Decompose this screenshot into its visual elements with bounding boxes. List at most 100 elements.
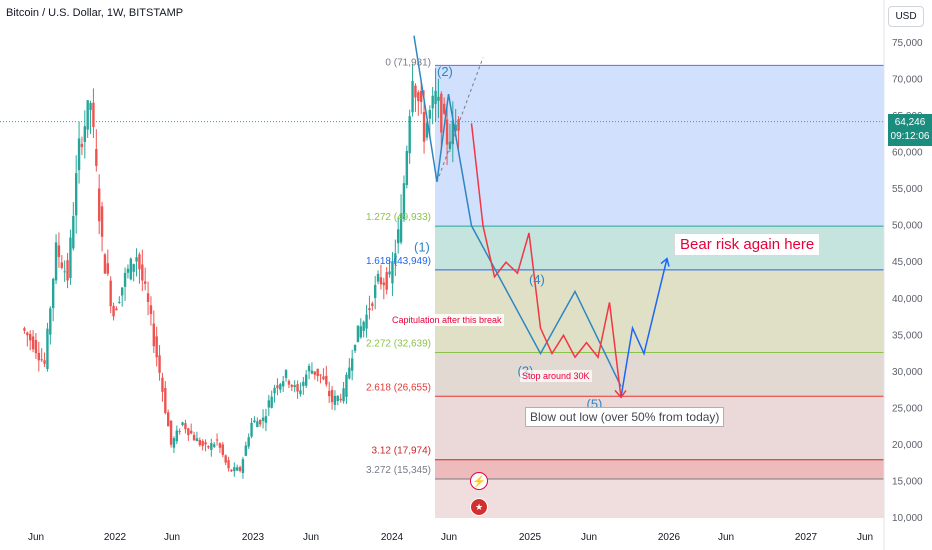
- candle-body: [379, 277, 383, 285]
- candle-body: [382, 282, 386, 286]
- x-tick-label: 2022: [104, 532, 127, 543]
- candle-body: [405, 150, 409, 185]
- candle-body: [169, 420, 173, 445]
- candle-body: [431, 95, 434, 109]
- candle-body: [267, 400, 271, 408]
- wave-label: (2): [437, 64, 453, 79]
- candle-body: [95, 149, 98, 166]
- candle-body: [359, 326, 363, 338]
- candle-body: [422, 111, 426, 142]
- last-price-tag: 64,246 09:12:06: [888, 114, 932, 146]
- x-tick-label: 2023: [242, 532, 265, 543]
- candle-body: [411, 81, 414, 113]
- candle-body: [417, 92, 420, 102]
- candle-body: [83, 126, 87, 142]
- candle-body: [40, 359, 43, 361]
- projection-arrow: [660, 257, 670, 267]
- candle-body: [299, 390, 302, 395]
- flash-icon[interactable]: ⚡: [470, 472, 488, 490]
- fib-label: 2.618 (26,655): [366, 382, 431, 393]
- candle-body: [345, 374, 348, 397]
- wave-label: (1): [414, 239, 430, 254]
- candle-body: [428, 109, 432, 119]
- candle-body: [77, 138, 81, 171]
- fib-zone: [435, 459, 884, 479]
- candle-body: [126, 268, 130, 273]
- candle-body: [166, 412, 170, 427]
- candle-body: [388, 271, 391, 275]
- candle-body: [442, 103, 446, 114]
- y-tick-label: 25,000: [892, 403, 923, 414]
- y-tick-label: 10,000: [892, 513, 923, 524]
- candle-body: [46, 328, 49, 370]
- candle-body: [445, 119, 449, 145]
- y-tick-label: 20,000: [892, 440, 923, 451]
- currency-button[interactable]: USD: [888, 6, 924, 27]
- candle-body: [353, 344, 357, 351]
- candle-body: [333, 395, 337, 405]
- wave-label: (4): [529, 272, 545, 287]
- x-tick-label: Jun: [441, 532, 457, 543]
- candle-body: [120, 287, 124, 296]
- candle-body: [207, 445, 210, 448]
- fib-zone: [435, 478, 884, 518]
- capitulation-note[interactable]: Capitulation after this break: [390, 314, 504, 326]
- x-tick-label: Jun: [28, 532, 44, 543]
- candle-body: [184, 423, 187, 430]
- x-tick-label: Jun: [857, 532, 873, 543]
- candle-body: [158, 355, 161, 373]
- fib-label: 3.12 (17,974): [372, 446, 432, 457]
- candle-body: [135, 257, 138, 262]
- candle-body: [201, 440, 204, 446]
- candle-body: [109, 280, 112, 307]
- candle-body: [287, 380, 291, 385]
- y-tick-label: 55,000: [892, 184, 923, 195]
- wave-channel-line: [436, 57, 484, 183]
- candle-body: [100, 206, 104, 237]
- candle-body: [371, 303, 374, 307]
- bar-countdown: 09:12:06: [890, 131, 930, 142]
- candle-body: [224, 455, 227, 463]
- blow-out-note[interactable]: Blow out low (over 50% from today): [525, 407, 725, 427]
- candle-body: [43, 360, 46, 364]
- candle-body: [414, 85, 417, 98]
- candle-body: [141, 264, 144, 281]
- candle-body: [336, 395, 340, 402]
- fib-label: 1.618 (43,949): [366, 256, 431, 267]
- bear-risk-note[interactable]: Bear risk again here: [674, 233, 821, 256]
- candle-body: [304, 374, 308, 386]
- candle-body: [149, 305, 153, 315]
- candle-body: [195, 438, 199, 442]
- candle-body: [339, 398, 342, 401]
- candle-body: [80, 143, 84, 148]
- candle-body: [310, 370, 314, 374]
- candle-body: [164, 388, 167, 413]
- candle-body: [244, 445, 248, 456]
- candle-body: [376, 273, 380, 282]
- candle-body: [187, 428, 190, 436]
- candle-body: [215, 439, 219, 441]
- candle-body: [189, 430, 193, 434]
- projection-blue-path: [620, 258, 668, 398]
- candle-body: [152, 323, 156, 347]
- y-tick-label: 40,000: [892, 294, 923, 305]
- candle-body: [34, 340, 38, 354]
- candle-body: [356, 325, 360, 343]
- x-tick-label: Jun: [718, 532, 734, 543]
- x-tick-label: 2027: [795, 532, 818, 543]
- candle-body: [319, 374, 322, 376]
- projection-arrow: [614, 389, 627, 399]
- candle-body: [235, 467, 239, 471]
- candle-body: [204, 442, 207, 445]
- candle-body: [155, 336, 158, 358]
- candle-body: [270, 396, 273, 408]
- candle-body: [365, 314, 368, 329]
- candle-body: [296, 384, 299, 392]
- stop-note[interactable]: Stop around 30K: [520, 370, 592, 382]
- y-tick-label: 15,000: [892, 476, 923, 487]
- candle-body: [241, 459, 245, 474]
- candle-body: [273, 387, 276, 394]
- us-flag-icon[interactable]: ★: [470, 498, 488, 516]
- candle-body: [385, 272, 388, 290]
